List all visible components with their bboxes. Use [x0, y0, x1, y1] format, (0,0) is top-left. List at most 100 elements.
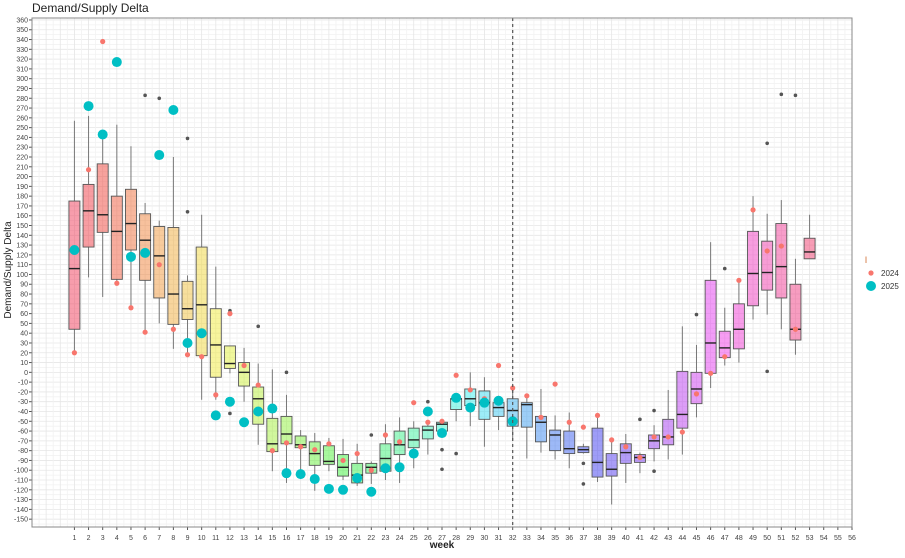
y-tick-label: 70	[20, 301, 28, 308]
x-tick-label: 38	[594, 535, 602, 542]
y-tick-label: 90	[20, 282, 28, 289]
box-week-37	[577, 443, 590, 486]
x-tick-label: 42	[650, 535, 658, 542]
point-2024-week-29	[467, 387, 473, 393]
y-tick-label: 330	[16, 47, 28, 54]
box-week-39	[605, 440, 618, 505]
point-2024-week-12	[227, 311, 233, 317]
x-tick-label: 48	[735, 535, 743, 542]
y-tick-label: -140	[14, 507, 28, 514]
point-2024-week-26	[425, 419, 431, 425]
legend-key-2025	[866, 281, 876, 291]
x-tick-label: 39	[608, 535, 616, 542]
point-2025-week-17	[295, 469, 306, 480]
point-2024-week-7	[156, 262, 162, 268]
y-tick-label: 10	[20, 360, 28, 367]
x-tick-label: 17	[297, 535, 305, 542]
point-2024-week-6	[142, 329, 148, 335]
point-2024-week-47	[722, 354, 728, 360]
y-tick-label: 250	[16, 125, 28, 132]
box-week-11	[209, 266, 222, 400]
x-tick-label: 20	[339, 535, 347, 542]
y-tick-label: 30	[20, 340, 28, 347]
point-2024-week-19	[326, 441, 332, 447]
point-2024-week-10	[199, 354, 205, 360]
x-tick-label: 21	[353, 535, 361, 542]
point-2024-week-23	[382, 432, 389, 438]
point-2025-week-31	[493, 395, 504, 406]
y-tick-label: 220	[16, 154, 28, 161]
y-tick-label: 60	[20, 311, 28, 318]
x-tick-label: 24	[396, 535, 404, 542]
point-2024-week-4	[114, 280, 120, 286]
point-2024-week-16	[283, 440, 290, 446]
box-iqr	[139, 213, 152, 281]
x-tick-label: 5	[129, 535, 133, 542]
y-tick-label: 20	[20, 350, 28, 357]
outlier-point	[157, 96, 162, 101]
point-2024-week-27	[439, 418, 445, 424]
x-tick-label: 36	[565, 535, 573, 542]
box-iqr	[803, 237, 816, 260]
outlier-point	[454, 451, 458, 456]
box-iqr	[520, 402, 533, 428]
x-tick-label: 54	[820, 535, 828, 542]
point-2024-week-51	[778, 243, 784, 249]
point-2025-week-15	[267, 403, 278, 414]
point-2025-week-13	[239, 417, 250, 428]
y-tick-label: 260	[16, 115, 28, 122]
point-2024-week-43	[665, 434, 671, 440]
outlier-point	[765, 141, 769, 146]
box-week-50	[761, 141, 774, 374]
point-2025-week-18	[309, 474, 320, 485]
box-week-9	[181, 136, 194, 355]
y-tick-label: 320	[16, 57, 28, 64]
point-2025-week-24	[394, 462, 405, 473]
y-tick-label: 80	[20, 292, 28, 299]
y-axis-label: Demand/Supply Delta	[3, 221, 14, 319]
point-2024-week-39	[609, 437, 615, 443]
box-week-12	[223, 308, 236, 416]
box-week-27	[436, 420, 448, 472]
x-tick-label: 11	[212, 535, 219, 542]
point-2025-week-7	[154, 150, 165, 161]
y-tick-label: 360	[16, 17, 28, 24]
point-2024-week-15	[269, 448, 275, 454]
point-2025-week-5	[125, 251, 136, 262]
outlier-point	[694, 312, 699, 317]
box-iqr	[82, 183, 95, 248]
box-iqr	[732, 303, 745, 350]
box-iqr	[96, 163, 109, 233]
point-2025-week-29	[465, 402, 476, 413]
x-tick-label: 30	[481, 535, 489, 542]
x-tick-label: 55	[834, 535, 842, 542]
point-2024-week-2	[85, 167, 92, 173]
point-2025-week-20	[338, 484, 349, 495]
point-2024-week-13	[241, 362, 247, 369]
x-tick-label: 52	[792, 535, 800, 542]
x-tick-label: 15	[268, 535, 276, 542]
point-2025-week-16	[281, 468, 292, 479]
x-tick-label: 49	[749, 535, 757, 542]
x-tick-label: 40	[622, 535, 630, 542]
x-tick-label: 12	[226, 535, 234, 542]
x-tick-label: 32	[509, 535, 517, 542]
box-week-40	[619, 434, 632, 483]
point-2025-week-26	[422, 406, 433, 417]
point-2025-week-25	[408, 448, 419, 459]
x-tick-label: 53	[806, 535, 814, 542]
x-tick-label: 37	[579, 535, 587, 542]
point-2024-week-40	[623, 444, 629, 450]
legend-label-2025: 2025	[881, 282, 899, 291]
point-2025-week-21	[352, 473, 363, 484]
outlier-point	[638, 417, 642, 422]
y-tick-label: -150	[14, 517, 28, 524]
point-2025-week-4	[111, 57, 122, 68]
outlier-point	[581, 482, 586, 486]
point-2024-week-37	[580, 424, 586, 430]
box-week-33	[520, 397, 533, 459]
box-iqr	[662, 418, 675, 446]
y-tick-label: -30	[18, 399, 28, 406]
outlier-point	[185, 136, 190, 141]
box-iqr	[238, 362, 251, 387]
